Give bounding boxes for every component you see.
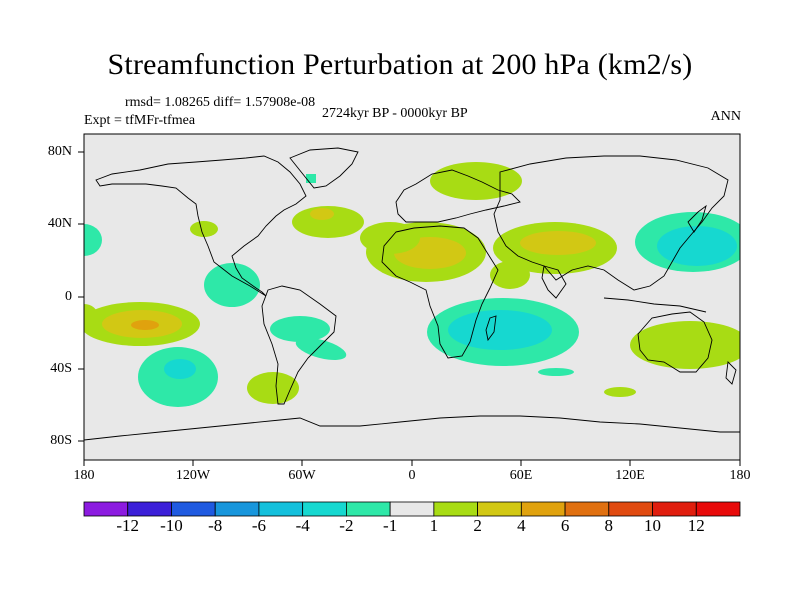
colorbar-label: 1 — [429, 516, 439, 535]
colorbar-swatch — [214, 501, 260, 517]
y-tick-label: 40S — [50, 361, 72, 376]
colorbar-swatch — [695, 501, 741, 517]
colorbar-label: 10 — [644, 516, 662, 535]
x-tick-label: 60W — [288, 468, 316, 483]
colorbar-swatch — [433, 501, 479, 517]
colorbar-label: -12 — [116, 516, 140, 535]
colorbar-swatch — [389, 501, 435, 517]
colorbar-label: -4 — [295, 516, 310, 535]
colorbar-label: 2 — [473, 516, 482, 535]
anomaly-patagonia-positive — [247, 372, 299, 404]
x-tick-label: 0 — [408, 468, 416, 483]
colorbar-label: 12 — [687, 516, 705, 535]
coast-antarctica — [84, 415, 740, 441]
coast-australia — [637, 311, 713, 373]
colorbar-swatch — [652, 501, 697, 517]
colorbar-label: -6 — [251, 516, 267, 535]
colorbar-swatch — [608, 501, 653, 517]
colorbar-label: 8 — [604, 516, 614, 535]
y-tick-label: 80S — [50, 433, 72, 448]
x-tick-label: 120W — [175, 468, 211, 483]
x-tick-label: 120E — [615, 468, 645, 483]
colorbar-swatch — [127, 501, 172, 517]
coastlines — [84, 147, 740, 441]
anomaly-north-america-positive — [190, 221, 218, 237]
time-period-label: 2724kyr BP - 0000kyr BP — [322, 106, 468, 121]
coast-india — [541, 265, 567, 299]
colorbar-swatch — [564, 501, 610, 517]
colorbar-label: -1 — [383, 516, 398, 535]
anomaly-south-pacific-negative — [138, 347, 218, 407]
colorbar-label: -10 — [160, 516, 183, 535]
anomaly-pacific-positive — [84, 302, 200, 346]
colorbar-swatch — [345, 501, 391, 517]
anomaly-south-america-negative — [270, 316, 347, 360]
map-background — [84, 134, 740, 460]
colorbar-label: 6 — [560, 516, 570, 535]
x-tick-label: 180 — [729, 468, 751, 483]
colorbar-label: 4 — [517, 516, 526, 535]
anomaly-southern-ocean-negative — [538, 368, 574, 376]
rmsd-stats-label: rmsd= 1.08265 diff= 1.57908e-08 — [125, 95, 316, 110]
coast-asia — [493, 155, 729, 291]
season-label: ANN — [710, 109, 741, 124]
y-tick-label: 80N — [47, 144, 72, 159]
anomaly-indian-ocean-negative — [427, 298, 579, 366]
anomaly-fields — [84, 147, 740, 441]
colorbar-swatch — [171, 501, 216, 517]
anomaly-greenland-negative — [306, 174, 316, 183]
colorbar-swatch — [477, 501, 522, 517]
colorbar-swatch — [302, 501, 347, 517]
colorbar-label: -2 — [339, 516, 354, 535]
anomaly-southern-ocean-positive — [604, 387, 636, 397]
anomaly-eurasia-positive — [430, 162, 522, 200]
anomaly-north-pacific-negative — [84, 212, 740, 272]
coast-madagascar — [485, 315, 497, 342]
x-tick-label: 180 — [73, 468, 95, 483]
anomaly-central-america-negative — [204, 263, 260, 307]
coast-japan — [687, 204, 707, 233]
x-tick-label: 60E — [509, 468, 533, 483]
coast-south-america — [261, 285, 337, 405]
coast-africa — [381, 225, 499, 359]
experiment-label: Expt = tfMFr-tfmea — [84, 113, 196, 128]
coast-europe — [395, 169, 521, 223]
y-tick-label: 40N — [47, 216, 72, 231]
coast-north-america — [95, 155, 307, 297]
colorbar — [83, 501, 741, 517]
colorbar-swatch — [83, 501, 129, 517]
anomaly-australia-positive — [630, 321, 740, 369]
colorbar-label: -8 — [208, 516, 223, 535]
y-tick-label: 0 — [65, 289, 72, 304]
anomaly-north-atlantic-positive — [292, 206, 364, 238]
colorbar-swatch — [258, 501, 304, 517]
coast-indonesia — [603, 297, 707, 313]
colorbar-swatch — [520, 501, 566, 517]
coast-greenland — [289, 147, 359, 189]
anomaly-south-asia-positive — [490, 222, 617, 289]
chart-title: Streamfunction Perturbation at 200 hPa (… — [107, 48, 693, 81]
axis-ticks — [78, 151, 741, 466]
coast-new-zealand — [725, 361, 737, 385]
